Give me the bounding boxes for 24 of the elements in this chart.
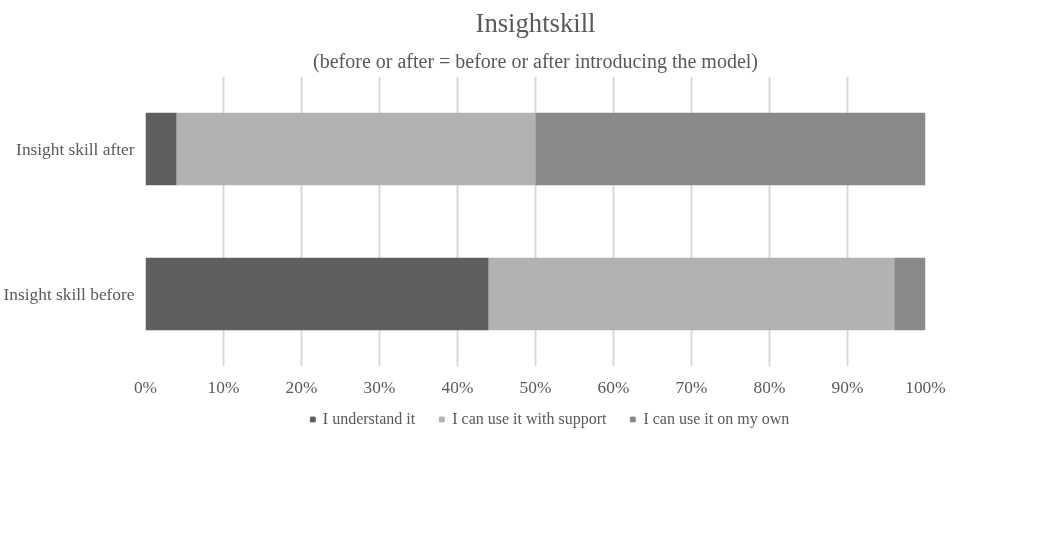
x-tick-label: 40% [441,377,474,397]
chart-subtitle: (before or after = before or after introducing the model) [313,49,758,73]
bar [176,112,536,186]
chart-title: Insightskill [475,7,596,38]
x-tick-label: 100% [905,377,946,397]
x-tick-label: 90% [831,377,864,397]
legend-label: I understand it [322,410,416,428]
bar [535,112,926,186]
y-tick-label: Insight skill before [3,284,135,304]
y-tick-label: Insight skill after [16,139,135,159]
x-tick-label: 60% [597,377,630,397]
bar [145,257,489,331]
x-tick-label: 20% [285,377,318,397]
bar [145,112,177,186]
legend-label: I can use it with support [452,410,607,428]
x-tick-label: 70% [675,377,708,397]
x-tick-label: 30% [363,377,396,397]
x-tick-label: 50% [519,377,552,397]
legend-label: I can use it on my own [643,410,790,428]
bar [894,257,926,331]
x-tick-label: 10% [207,377,240,397]
x-tick-label: 80% [753,377,786,397]
bar [488,257,895,331]
x-tick-label: 0% [133,377,158,397]
